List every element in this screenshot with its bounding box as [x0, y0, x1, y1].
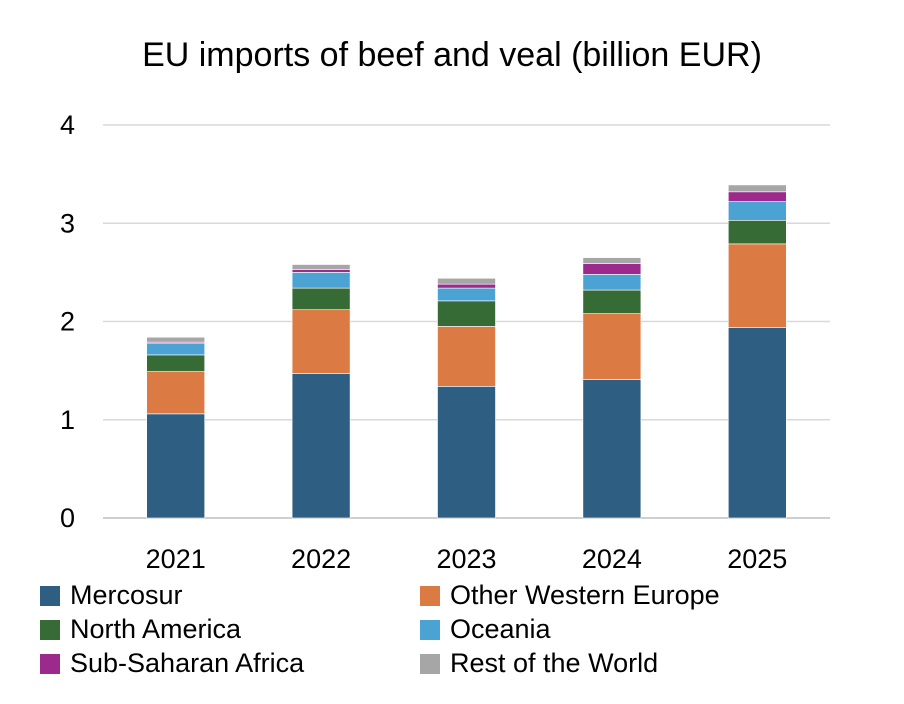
bar-segment-mercosur-2021 [146, 413, 205, 519]
x-tick-label: 2021 [146, 544, 206, 574]
bar-segment-oceania-2021 [146, 342, 205, 356]
legend-swatch [420, 619, 440, 640]
y-tick-label: 1 [60, 405, 75, 435]
bar-segment-north-america-2025 [727, 220, 787, 245]
y-tick-label: 4 [60, 110, 75, 140]
bar-segment-oceania-2023 [437, 287, 496, 302]
legend-swatch [420, 585, 440, 606]
bar-segment-other-western-europe-2024 [582, 313, 642, 380]
x-tick-label: 2024 [582, 544, 642, 574]
bar-segment-mercosur-2024 [582, 379, 642, 519]
legend-label: North America [70, 614, 242, 644]
legend-swatch [420, 653, 440, 674]
y-axis: 0 1 2 3 4 [60, 110, 75, 533]
bar-segment-north-america-2023 [437, 300, 496, 327]
bar-segment-mercosur-2023 [437, 386, 496, 519]
bar-segment-sub-saharan-africa-2023 [437, 283, 496, 289]
bar-segment-oceania-2024 [582, 274, 642, 291]
x-tick-label: 2022 [291, 544, 351, 574]
bar-segment-north-america-2022 [291, 287, 351, 311]
bar-stacks [146, 184, 787, 519]
legend-item: Oceania [420, 614, 551, 645]
legend-swatch [40, 619, 60, 640]
legend-label: Rest of the World [450, 648, 659, 678]
legend-swatch [40, 585, 60, 606]
bar-segment-sub-saharan-africa-2025 [727, 191, 787, 202]
legend-label: Sub-Saharan Africa [70, 648, 305, 678]
legend-label: Oceania [450, 614, 551, 644]
bar-segment-oceania-2025 [727, 201, 787, 221]
bar-segment-rest-of-the-world-2025 [727, 184, 787, 193]
bar-segment-rest-of-the-world-2023 [437, 277, 496, 285]
legend-item: Mercosur [40, 580, 183, 611]
legend-label: Mercosur [70, 580, 183, 610]
bar-segment-sub-saharan-africa-2022 [291, 269, 351, 273]
legend-label: Other Western Europe [450, 580, 720, 610]
y-tick-label: 0 [60, 503, 75, 533]
legend-item: Other Western Europe [420, 580, 720, 611]
bar-segment-oceania-2022 [291, 272, 351, 289]
bar-segment-rest-of-the-world-2024 [582, 257, 642, 264]
legend-item: Sub-Saharan Africa [40, 648, 304, 679]
legend-swatch [40, 653, 60, 674]
bar-segment-rest-of-the-world-2021 [146, 336, 205, 343]
legend-item: Rest of the World [420, 648, 658, 679]
x-axis: 2021 2022 2023 2024 2025 [146, 544, 788, 574]
bar-segment-north-america-2021 [146, 354, 205, 372]
bar-segment-sub-saharan-africa-2024 [582, 263, 642, 275]
bar-segment-other-western-europe-2022 [291, 309, 351, 374]
bar-segment-other-western-europe-2023 [437, 326, 496, 387]
y-tick-label: 3 [60, 208, 75, 238]
bar-segment-mercosur-2022 [291, 373, 351, 519]
bar-segment-other-western-europe-2021 [146, 371, 205, 415]
y-tick-label: 2 [60, 307, 75, 337]
x-tick-label: 2025 [727, 544, 787, 574]
bar-segment-north-america-2024 [582, 289, 642, 314]
bar-segment-other-western-europe-2025 [727, 243, 787, 328]
bar-segment-rest-of-the-world-2022 [291, 264, 351, 270]
chart-plot: 0 1 2 3 4 2021 2022 2023 2024 2025 [60, 110, 830, 574]
x-tick-label: 2023 [436, 544, 496, 574]
bar-segment-mercosur-2025 [727, 327, 787, 519]
legend-item: North America [40, 614, 241, 645]
chart-title: EU imports of beef and veal (billion EUR… [142, 36, 762, 74]
